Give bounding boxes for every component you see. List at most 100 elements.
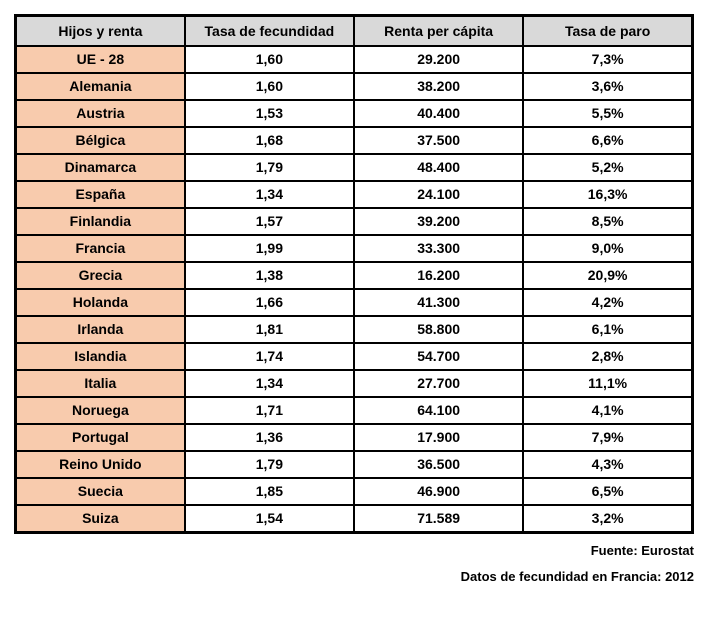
cell-renta: 38.200: [352, 72, 525, 101]
cell-paro: 3,6%: [522, 72, 694, 101]
column-header-renta-per-capita: Renta per cápita: [352, 14, 525, 47]
cell-renta: 33.300: [352, 234, 525, 263]
row-label: Holanda: [14, 288, 186, 317]
table-row: Islandia 1,74 54.700 2,8%: [14, 342, 694, 371]
table-row: Italia 1,34 27.700 11,1%: [14, 369, 694, 398]
row-label: Francia: [14, 234, 186, 263]
cell-renta: 64.100: [352, 396, 525, 425]
cell-renta: 71.589: [352, 504, 525, 534]
table-row: Suecia 1,85 46.900 6,5%: [14, 477, 694, 506]
row-label: Grecia: [14, 261, 186, 290]
row-label: España: [14, 180, 186, 209]
table-row: Reino Unido 1,79 36.500 4,3%: [14, 450, 694, 479]
table-row: Irlanda 1,81 58.800 6,1%: [14, 315, 694, 344]
cell-renta: 17.900: [352, 423, 525, 452]
column-header-tasa-de-fecundidad: Tasa de fecundidad: [183, 14, 356, 47]
table-row: Suiza 1,54 71.589 3,2%: [14, 504, 694, 534]
row-label: Finlandia: [14, 207, 186, 236]
cell-paro: 4,2%: [522, 288, 694, 317]
cell-fecundidad: 1,79: [183, 450, 356, 479]
cell-paro: 9,0%: [522, 234, 694, 263]
cell-fecundidad: 1,99: [183, 234, 356, 263]
cell-paro: 4,1%: [522, 396, 694, 425]
page: Hijos y renta Tasa de fecundidad Renta p…: [14, 14, 694, 585]
table-row: Finlandia 1,57 39.200 8,5%: [14, 207, 694, 236]
table-row: Alemania 1,60 38.200 3,6%: [14, 72, 694, 101]
cell-paro: 20,9%: [522, 261, 694, 290]
cell-fecundidad: 1,68: [183, 126, 356, 155]
cell-paro: 6,1%: [522, 315, 694, 344]
table-row: España 1,34 24.100 16,3%: [14, 180, 694, 209]
cell-fecundidad: 1,36: [183, 423, 356, 452]
cell-renta: 54.700: [352, 342, 525, 371]
data-note: Datos de fecundidad en Francia: 2012: [460, 569, 694, 584]
cell-renta: 27.700: [352, 369, 525, 398]
cell-fecundidad: 1,60: [183, 72, 356, 101]
table-row: Bélgica 1,68 37.500 6,6%: [14, 126, 694, 155]
table-footer: Fuente: Eurostat Datos de fecundidad en …: [14, 543, 694, 585]
cell-renta: 46.900: [352, 477, 525, 506]
table-row: UE - 28 1,60 29.200 7,3%: [14, 45, 694, 74]
row-label: Suecia: [14, 477, 186, 506]
cell-fecundidad: 1,81: [183, 315, 356, 344]
cell-paro: 8,5%: [522, 207, 694, 236]
table-row: Francia 1,99 33.300 9,0%: [14, 234, 694, 263]
cell-fecundidad: 1,79: [183, 153, 356, 182]
cell-paro: 2,8%: [522, 342, 694, 371]
column-header-hijos-y-renta: Hijos y renta: [14, 14, 186, 47]
cell-fecundidad: 1,74: [183, 342, 356, 371]
cell-paro: 3,2%: [522, 504, 694, 534]
table-body: UE - 28 1,60 29.200 7,3% Alemania 1,60 38.200 3…: [14, 45, 694, 534]
fertility-income-table: Hijos y renta Tasa de fecundidad Renta p…: [14, 14, 694, 534]
row-label: Italia: [14, 369, 186, 398]
cell-renta: 48.400: [352, 153, 525, 182]
cell-renta: 29.200: [352, 45, 525, 74]
cell-paro: 7,9%: [522, 423, 694, 452]
cell-fecundidad: 1,85: [183, 477, 356, 506]
column-header-tasa-de-paro: Tasa de paro: [522, 14, 694, 47]
table-head: Hijos y renta Tasa de fecundidad Renta p…: [14, 14, 694, 47]
cell-fecundidad: 1,66: [183, 288, 356, 317]
cell-paro: 7,3%: [522, 45, 694, 74]
table-row: Grecia 1,38 16.200 20,9%: [14, 261, 694, 290]
source-note: Fuente: Eurostat: [590, 543, 694, 558]
table-row: Dinamarca 1,79 48.400 5,2%: [14, 153, 694, 182]
table-row: Portugal 1,36 17.900 7,9%: [14, 423, 694, 452]
row-label: Suiza: [14, 504, 186, 534]
row-label: Reino Unido: [14, 450, 186, 479]
cell-paro: 11,1%: [522, 369, 694, 398]
row-label: UE - 28: [14, 45, 186, 74]
row-label: Austria: [14, 99, 186, 128]
row-label: Noruega: [14, 396, 186, 425]
table-row: Noruega 1,71 64.100 4,1%: [14, 396, 694, 425]
cell-renta: 41.300: [352, 288, 525, 317]
cell-fecundidad: 1,54: [183, 504, 356, 534]
cell-paro: 6,6%: [522, 126, 694, 155]
cell-fecundidad: 1,34: [183, 369, 356, 398]
cell-paro: 5,2%: [522, 153, 694, 182]
header-row: Hijos y renta Tasa de fecundidad Renta p…: [14, 14, 694, 47]
row-label: Portugal: [14, 423, 186, 452]
cell-fecundidad: 1,57: [183, 207, 356, 236]
cell-paro: 5,5%: [522, 99, 694, 128]
cell-paro: 4,3%: [522, 450, 694, 479]
cell-renta: 39.200: [352, 207, 525, 236]
table-row: Holanda 1,66 41.300 4,2%: [14, 288, 694, 317]
row-label: Dinamarca: [14, 153, 186, 182]
cell-renta: 24.100: [352, 180, 525, 209]
row-label: Irlanda: [14, 315, 186, 344]
cell-paro: 16,3%: [522, 180, 694, 209]
cell-renta: 16.200: [352, 261, 525, 290]
cell-fecundidad: 1,71: [183, 396, 356, 425]
row-label: Alemania: [14, 72, 186, 101]
cell-renta: 36.500: [352, 450, 525, 479]
cell-paro: 6,5%: [522, 477, 694, 506]
row-label: Bélgica: [14, 126, 186, 155]
cell-renta: 40.400: [352, 99, 525, 128]
row-label: Islandia: [14, 342, 186, 371]
table-row: Austria 1,53 40.400 5,5%: [14, 99, 694, 128]
cell-fecundidad: 1,38: [183, 261, 356, 290]
cell-fecundidad: 1,53: [183, 99, 356, 128]
cell-renta: 37.500: [352, 126, 525, 155]
cell-fecundidad: 1,60: [183, 45, 356, 74]
